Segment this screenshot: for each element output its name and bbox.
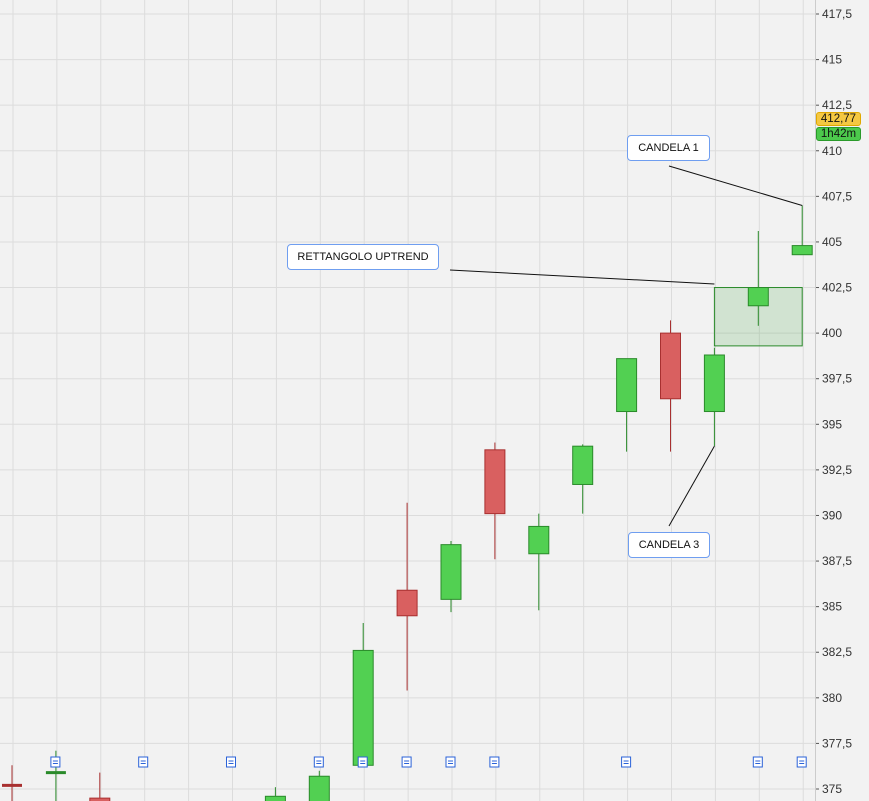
y-tick-label: 380: [822, 691, 842, 705]
y-tick-label: 397,5: [822, 372, 852, 386]
y-tick-label: 375: [822, 782, 842, 796]
y-tick-label: 377,5: [822, 736, 852, 750]
annotation-candela-3[interactable]: CANDELA 3: [628, 532, 710, 558]
y-tick-label: 412,5: [822, 98, 852, 112]
document-icon[interactable]: [138, 756, 149, 768]
y-tick-label: 400: [822, 326, 842, 340]
annotation-connector: [668, 165, 803, 206]
candle-body: [791, 245, 813, 256]
candle-body: [89, 797, 111, 801]
candle-body: [747, 287, 769, 307]
candle-body: [308, 775, 330, 801]
candle-body: [572, 445, 594, 485]
annotation-rettangolo-uptrend[interactable]: RETTANGOLO UPTREND: [287, 244, 439, 270]
document-icon[interactable]: [621, 756, 632, 768]
y-tick-label: 382,5: [822, 645, 852, 659]
candle-body: [528, 525, 550, 555]
document-icon[interactable]: [50, 756, 61, 768]
candle-body: [616, 358, 638, 413]
document-icon[interactable]: [313, 756, 324, 768]
document-icon[interactable]: [752, 756, 763, 768]
candle-body: [352, 649, 374, 766]
y-tick-label: 405: [822, 235, 842, 249]
y-tick-label: 390: [822, 508, 842, 522]
candle-body: [484, 449, 506, 515]
document-icon[interactable]: [445, 756, 456, 768]
annotation-connector: [668, 445, 715, 527]
candle-body: [703, 354, 725, 413]
document-icon[interactable]: [357, 756, 368, 768]
document-icon[interactable]: [796, 756, 807, 768]
document-icon[interactable]: [401, 756, 412, 768]
candle-body: [660, 332, 681, 400]
y-tick-label: 410: [822, 144, 842, 158]
y-tick-label: 387,5: [822, 554, 852, 568]
y-tick-label: 392,5: [822, 463, 852, 477]
y-tick-label: 417,5: [822, 7, 852, 21]
candle-body: [396, 589, 418, 617]
y-tick-label: 402,5: [822, 281, 852, 295]
y-tick-label: 395: [822, 417, 842, 431]
annotation-connector: [449, 269, 715, 285]
y-tick-label: 415: [822, 53, 842, 67]
countdown-badge: 1h42m: [816, 127, 861, 141]
document-icon[interactable]: [226, 756, 236, 768]
document-icon[interactable]: [489, 756, 500, 768]
y-tick-label: 385: [822, 600, 842, 614]
candle-body: [264, 795, 286, 801]
last-price-badge: 412,77: [816, 112, 861, 126]
candle-body: [440, 544, 462, 600]
annotation-candela-1[interactable]: CANDELA 1: [627, 135, 710, 161]
y-tick-label: 407,5: [822, 189, 852, 203]
